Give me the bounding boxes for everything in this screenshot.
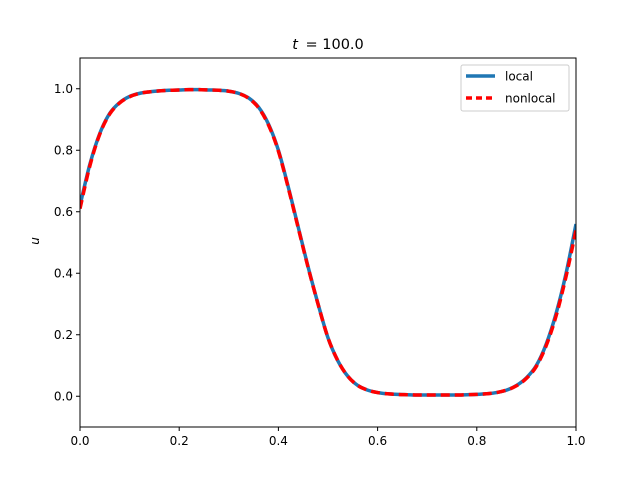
x-tick-label: 0.2 (170, 434, 189, 448)
series-layer (80, 87, 576, 397)
y-tick-label: 0.2 (54, 328, 73, 342)
x-tick-label: 0.0 (70, 434, 89, 448)
series-line-nonlocal (80, 87, 576, 397)
legend-label-local: local (505, 70, 533, 84)
y-tick-label: 0.4 (54, 266, 73, 280)
plot-frame (79, 57, 577, 428)
y-tick-label: 0.6 (54, 205, 73, 219)
x-tick-label: 0.4 (269, 434, 288, 448)
y-tick-label: 1.0 (54, 82, 73, 96)
chart-title-value: = 100.0 (306, 37, 364, 53)
x-tick-label: 1.0 (566, 434, 585, 448)
y-tick-label: 0.8 (54, 143, 73, 157)
legend-label-nonlocal: nonlocal (505, 92, 556, 106)
x-tick-label: 0.6 (368, 434, 387, 448)
legend: local nonlocal (460, 64, 570, 112)
y-tick-label: 0.0 (54, 389, 73, 403)
chart-title: t = 100.0 (292, 37, 364, 53)
x-axis: 0.0 0.2 0.4 0.6 0.8 1.0 (70, 427, 586, 448)
y-axis: 0.0 0.2 0.4 0.6 0.8 1.0 (54, 82, 80, 403)
y-axis-label: u (28, 237, 42, 245)
x-tick-label: 0.8 (467, 434, 486, 448)
chart-title-variable: t (292, 37, 299, 53)
